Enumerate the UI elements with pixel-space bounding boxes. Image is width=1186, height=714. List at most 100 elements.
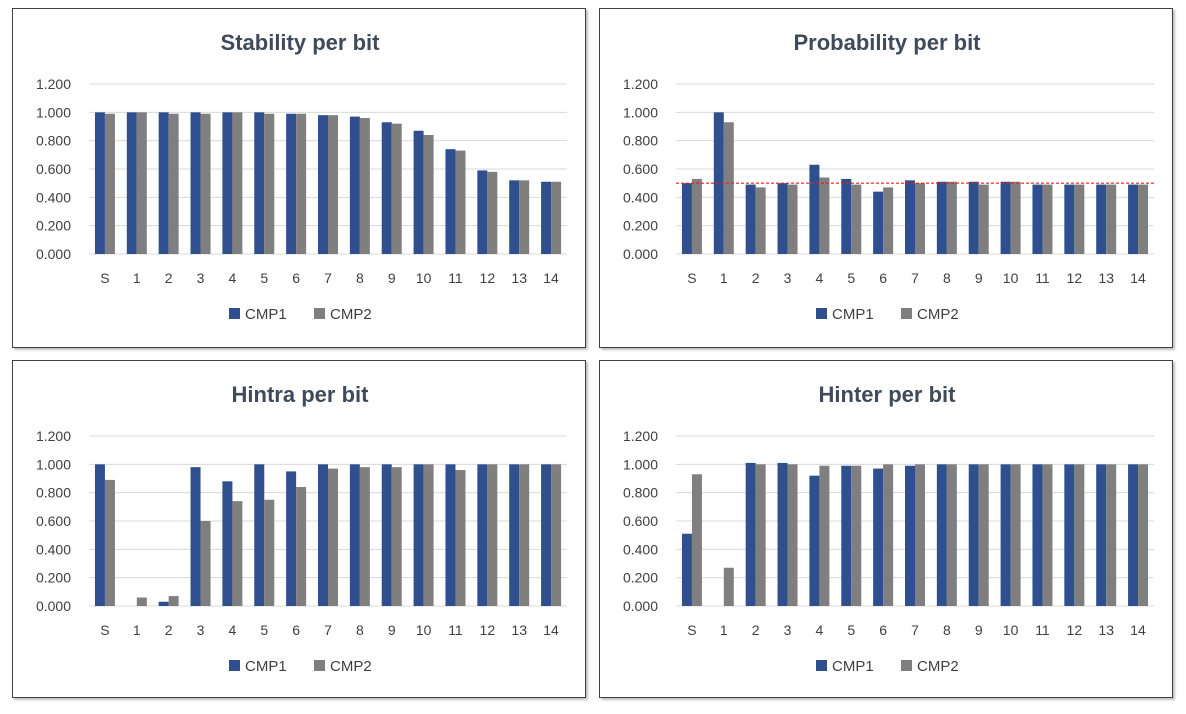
bar-cmp2-6 (883, 464, 894, 606)
x-tick-label: 3 (197, 270, 205, 286)
bar-cmp1-4 (809, 164, 820, 254)
bar-cmp1-4 (222, 481, 233, 606)
x-tick-label: 11 (1035, 270, 1050, 286)
bar-cmp2-9 (391, 467, 402, 606)
chart-panel-probability: Probability per bit 0.000 0.200 0.400 0.600 0… (599, 8, 1173, 348)
bar-cmp1-3 (190, 112, 201, 254)
legend-swatch-cmp1 (229, 660, 240, 671)
chart-hintra: Hintra per bit 0.000 0.200 0.400 0.600 0.800 1… (36, 382, 567, 675)
x-tick-label: 14 (1130, 270, 1146, 286)
legend-label-cmp2: CMP2 (917, 658, 959, 675)
bar-cmp2-11 (1042, 464, 1053, 606)
y-tick-label: 1.200 (36, 428, 71, 444)
bar-cmp2-5 (264, 113, 275, 254)
bar-cmp1-10 (1000, 464, 1011, 606)
bar-cmp2-2 (168, 113, 179, 254)
y-tick-label: 0.000 (623, 598, 658, 614)
legend-swatch-cmp1 (816, 660, 827, 671)
x-tick-label: 12 (480, 270, 496, 286)
x-tick-label: 5 (847, 622, 855, 638)
chart-panel-stability: Stability per bit 0.000 0.200 0.400 0.600 0.8… (12, 8, 586, 348)
y-tick-label: 1.000 (623, 104, 658, 120)
legend-swatch-cmp1 (816, 308, 827, 319)
bar-cmp2-10 (423, 464, 434, 606)
x-tick-label: S (687, 270, 696, 286)
bar-cmp2-14 (1138, 184, 1149, 254)
bar-cmp1-7 (905, 180, 915, 254)
bar-cmp1-4 (222, 112, 233, 254)
x-tick-label: 1 (720, 270, 728, 286)
x-tick-label: 1 (720, 622, 728, 638)
bar-cmp2-8 (359, 118, 370, 254)
bar-cmp2-6 (296, 487, 307, 606)
bar-cmp2-13 (519, 464, 530, 606)
bar-cmp1-8 (349, 464, 360, 606)
x-tick-label: 6 (879, 622, 887, 638)
y-tick-label: 0.400 (36, 541, 71, 557)
x-tick-label: 10 (1003, 270, 1019, 286)
bar-cmp2-3 (200, 113, 211, 254)
bar-cmp1-6 (873, 191, 884, 254)
bar-cmp2-12 (487, 171, 498, 254)
bar-cmp1-5 (254, 464, 265, 606)
bar-cmp2-12 (487, 464, 498, 606)
x-tick-label: S (687, 622, 696, 638)
bar-cmp2-11 (455, 470, 466, 606)
bar-cmp2-4 (819, 465, 830, 606)
bar-cmp2-8 (359, 467, 370, 606)
bar-cmp1-10 (1000, 181, 1011, 254)
bar-cmp1-2 (158, 112, 169, 254)
bar-cmp1-13 (1096, 464, 1107, 606)
x-tick-label: 11 (448, 622, 463, 638)
bar-cmp1-11 (1032, 464, 1043, 606)
bar-cmp1-3 (777, 183, 788, 254)
y-tick-label: 1.000 (36, 104, 71, 120)
bar-cmp2-4 (232, 112, 243, 254)
y-tick-label: 0.800 (36, 485, 71, 501)
x-tick-label: 11 (1035, 622, 1050, 638)
x-tick-label: S (100, 622, 109, 638)
y-tick-label: 0.000 (36, 598, 71, 614)
y-tick-label: 1.000 (623, 456, 658, 472)
bar-cmp1-1 (126, 112, 137, 254)
x-tick-label: 4 (229, 622, 237, 638)
x-tick-label: 12 (1067, 622, 1083, 638)
x-tick-label: 5 (847, 270, 855, 286)
legend-swatch-cmp2 (314, 660, 325, 671)
y-tick-label: 0.600 (36, 161, 71, 177)
bar-cmp2-S (691, 178, 702, 254)
bar-cmp1-S (681, 533, 692, 606)
y-tick-label: 0.200 (623, 218, 658, 234)
legend-label-cmp1: CMP1 (245, 658, 287, 675)
bar-cmp2-4 (819, 177, 830, 254)
x-tick-label: 13 (511, 622, 527, 638)
bar-cmp1-5 (254, 112, 265, 254)
bar-cmp1-6 (286, 113, 297, 254)
chart-title: Stability per bit (221, 30, 381, 55)
legend-label-cmp2: CMP2 (330, 306, 372, 323)
chart-probability: Probability per bit 0.000 0.200 0.400 0.600 0… (623, 30, 1154, 323)
y-tick-label: 0.600 (623, 161, 658, 177)
x-tick-label: S (100, 270, 109, 286)
x-tick-label: 12 (1067, 270, 1083, 286)
chart-title: Hinter per bit (819, 382, 957, 407)
y-tick-label: 0.800 (623, 133, 658, 149)
bar-cmp1-7 (905, 465, 915, 606)
x-tick-label: 8 (356, 622, 364, 638)
x-tick-label: 3 (784, 622, 792, 638)
legend-label-cmp2: CMP2 (917, 306, 959, 323)
y-tick-label: 0.400 (623, 541, 658, 557)
y-tick-label: 0.800 (36, 133, 71, 149)
x-tick-label: 4 (816, 622, 824, 638)
x-tick-label: 9 (975, 622, 983, 638)
bar-cmp1-11 (445, 149, 456, 254)
x-tick-label: 14 (543, 270, 559, 286)
bar-cmp2-7 (328, 115, 338, 255)
bar-cmp2-7 (915, 464, 925, 606)
y-tick-label: 0.200 (36, 570, 71, 586)
bar-cmp2-11 (1042, 184, 1053, 254)
chart-title: Hintra per bit (232, 382, 370, 407)
chart-hinter: Hinter per bit 0.000 0.200 0.400 0.600 0.800 1… (623, 382, 1154, 675)
bar-cmp2-13 (1106, 464, 1117, 606)
legend-label-cmp1: CMP1 (832, 306, 874, 323)
